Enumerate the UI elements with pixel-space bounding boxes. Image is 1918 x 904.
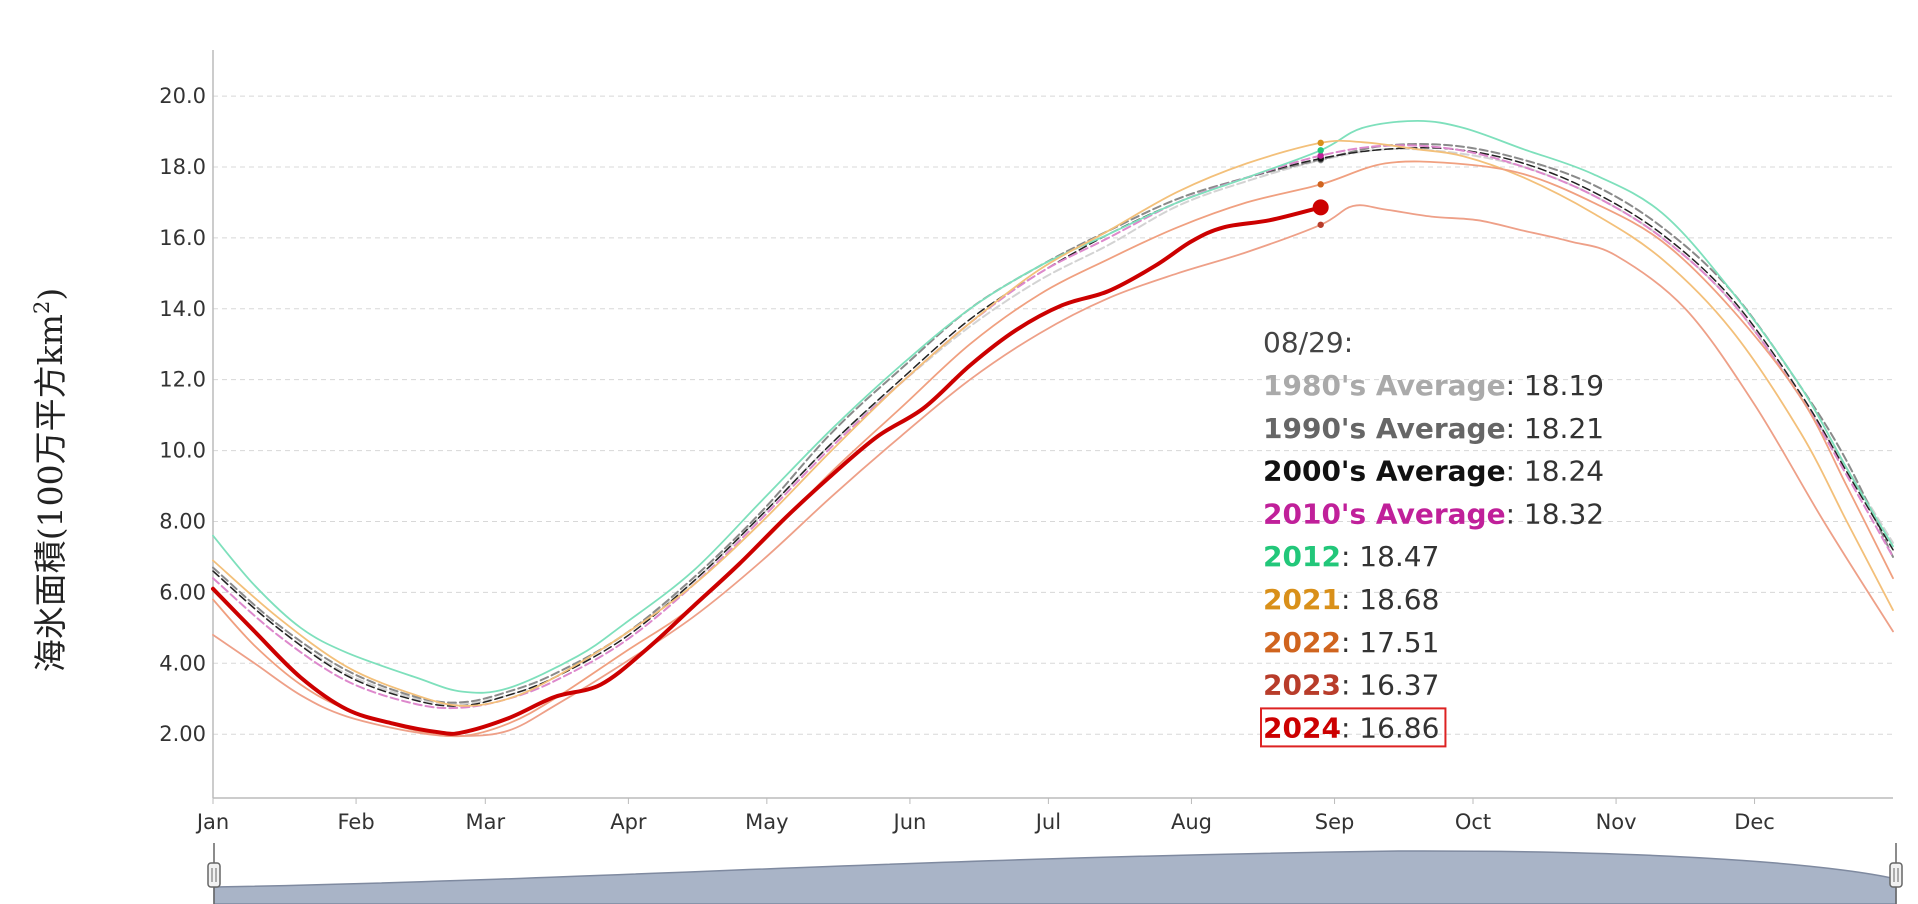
hover-marker-2022: [1317, 181, 1324, 188]
series-lines: [211, 120, 1894, 738]
tooltip-date: 08/29:: [1263, 326, 1353, 359]
x-tick-label: Feb: [337, 810, 374, 834]
tooltip-series-name: 2010's Average: [1263, 497, 1506, 530]
y-axis-label: 海氷面積(100万平方km2): [30, 288, 70, 672]
tooltip-series-name: 1980's Average: [1263, 369, 1506, 402]
tooltip-entry-2021: 2021: 18.68: [1263, 583, 1439, 616]
x-tick-label: Mar: [465, 810, 505, 834]
tooltip-series-value: : 18.32: [1506, 497, 1605, 530]
tooltip-entry-2012: 2012: 18.47: [1263, 540, 1439, 573]
y-tick-label: 12.0: [159, 368, 206, 392]
tooltip-highlight-box: [1260, 707, 1447, 748]
y-tick-label: 20.0: [159, 84, 206, 108]
y-tick-label: 10.0: [159, 439, 206, 463]
tooltip-series-value: : 16.86: [1341, 711, 1440, 744]
x-tick-label: Oct: [1455, 810, 1491, 834]
tooltip-series-value: : 18.47: [1341, 540, 1440, 573]
x-tick-label: Jun: [892, 810, 927, 834]
tooltip-entry-1990-s-average: 1990's Average: 18.21: [1263, 412, 1604, 445]
axes: 2.00 4.00 6.00 8.00 10.0 12.0 14.0 16.0 18.0 20.0…: [159, 50, 1893, 834]
y-tick-label: 16.0: [159, 226, 206, 250]
x-tick-label: Aug: [1171, 810, 1212, 834]
tooltip-series-value: : 17.51: [1341, 626, 1440, 659]
navigator-right-handle[interactable]: [1889, 862, 1903, 888]
tooltip-entry-2010-s-average: 2010's Average: 18.32: [1263, 497, 1604, 530]
x-tick-label: Apr: [610, 810, 647, 834]
series-line-2024: [211, 205, 1323, 736]
gridlines: [213, 95, 1893, 735]
x-tick-label: Jan: [195, 810, 229, 834]
svg-text:海氷面積(100万平方km2): 海氷面積(100万平方km2): [30, 288, 70, 672]
tooltip-entry-2023: 2023: 16.37: [1263, 669, 1439, 702]
y-tick-label: 14.0: [159, 297, 206, 321]
tooltip-series-name: 2024: [1263, 711, 1341, 744]
tooltip-series-value: : 18.24: [1506, 455, 1605, 488]
series-line-2022: [212, 160, 1894, 738]
series-line-2021: [212, 139, 1894, 707]
series-line-2000-s-average: [212, 147, 1894, 707]
tooltip-series-name: 2022: [1263, 626, 1341, 659]
y-axis-label-text: 海氷面積(100万平方km: [31, 314, 70, 672]
tooltip-entry-2022: 2022: 17.51: [1263, 626, 1439, 659]
navigator-left-handle[interactable]: [207, 862, 221, 888]
tooltip-series-value: : 18.21: [1506, 412, 1605, 445]
tooltip-series-value: : 16.37: [1341, 669, 1440, 702]
navigator-series-area: [213, 850, 1897, 904]
tooltip-entry-2000-s-average: 2000's Average: 18.24: [1263, 455, 1604, 488]
series-line-2023: [212, 204, 1894, 737]
x-tick-label: Nov: [1596, 810, 1637, 834]
hover-marker-2010-s-average: [1317, 152, 1324, 159]
y-tick-label: 2.00: [159, 722, 206, 746]
tooltip-series-name: 1990's Average: [1263, 412, 1506, 445]
series-line-2010-s-average: [212, 144, 1894, 710]
hover-marker-2024: [1312, 199, 1329, 216]
tooltip-series-name: 2000's Average: [1263, 455, 1506, 488]
series-line-1980-s-average: [212, 147, 1894, 706]
tooltip-series-name: 2012: [1263, 540, 1341, 573]
tooltip-series-name: 2023: [1263, 669, 1341, 702]
tooltip-series-value: : 18.68: [1341, 583, 1440, 616]
tooltip-entry-1980-s-average: 1980's Average: 18.19: [1263, 369, 1604, 402]
range-navigator[interactable]: [207, 843, 1903, 904]
x-tick-label: May: [745, 810, 788, 834]
y-axis-label-sup: 2: [30, 301, 54, 314]
y-tick-label: 8.00: [159, 509, 206, 533]
hover-marker-2023: [1317, 221, 1324, 228]
y-tick-label: 4.00: [159, 651, 206, 675]
y-axis-label-close: ): [31, 288, 70, 301]
x-tick-label: Sep: [1315, 810, 1355, 834]
hover-marker-2012: [1317, 147, 1324, 154]
series-line-2012: [212, 120, 1894, 694]
x-tick-label: Jul: [1034, 810, 1061, 834]
y-tick-label: 6.00: [159, 580, 206, 604]
y-tick-label: 18.0: [159, 155, 206, 179]
tooltip-entry-2024: 2024: 16.86: [1263, 711, 1439, 744]
tooltip-series-name: 2021: [1263, 583, 1341, 616]
hover-marker-2021: [1317, 139, 1324, 147]
x-tick-label: Dec: [1734, 810, 1775, 834]
tooltip-series-value: : 18.19: [1506, 369, 1605, 402]
